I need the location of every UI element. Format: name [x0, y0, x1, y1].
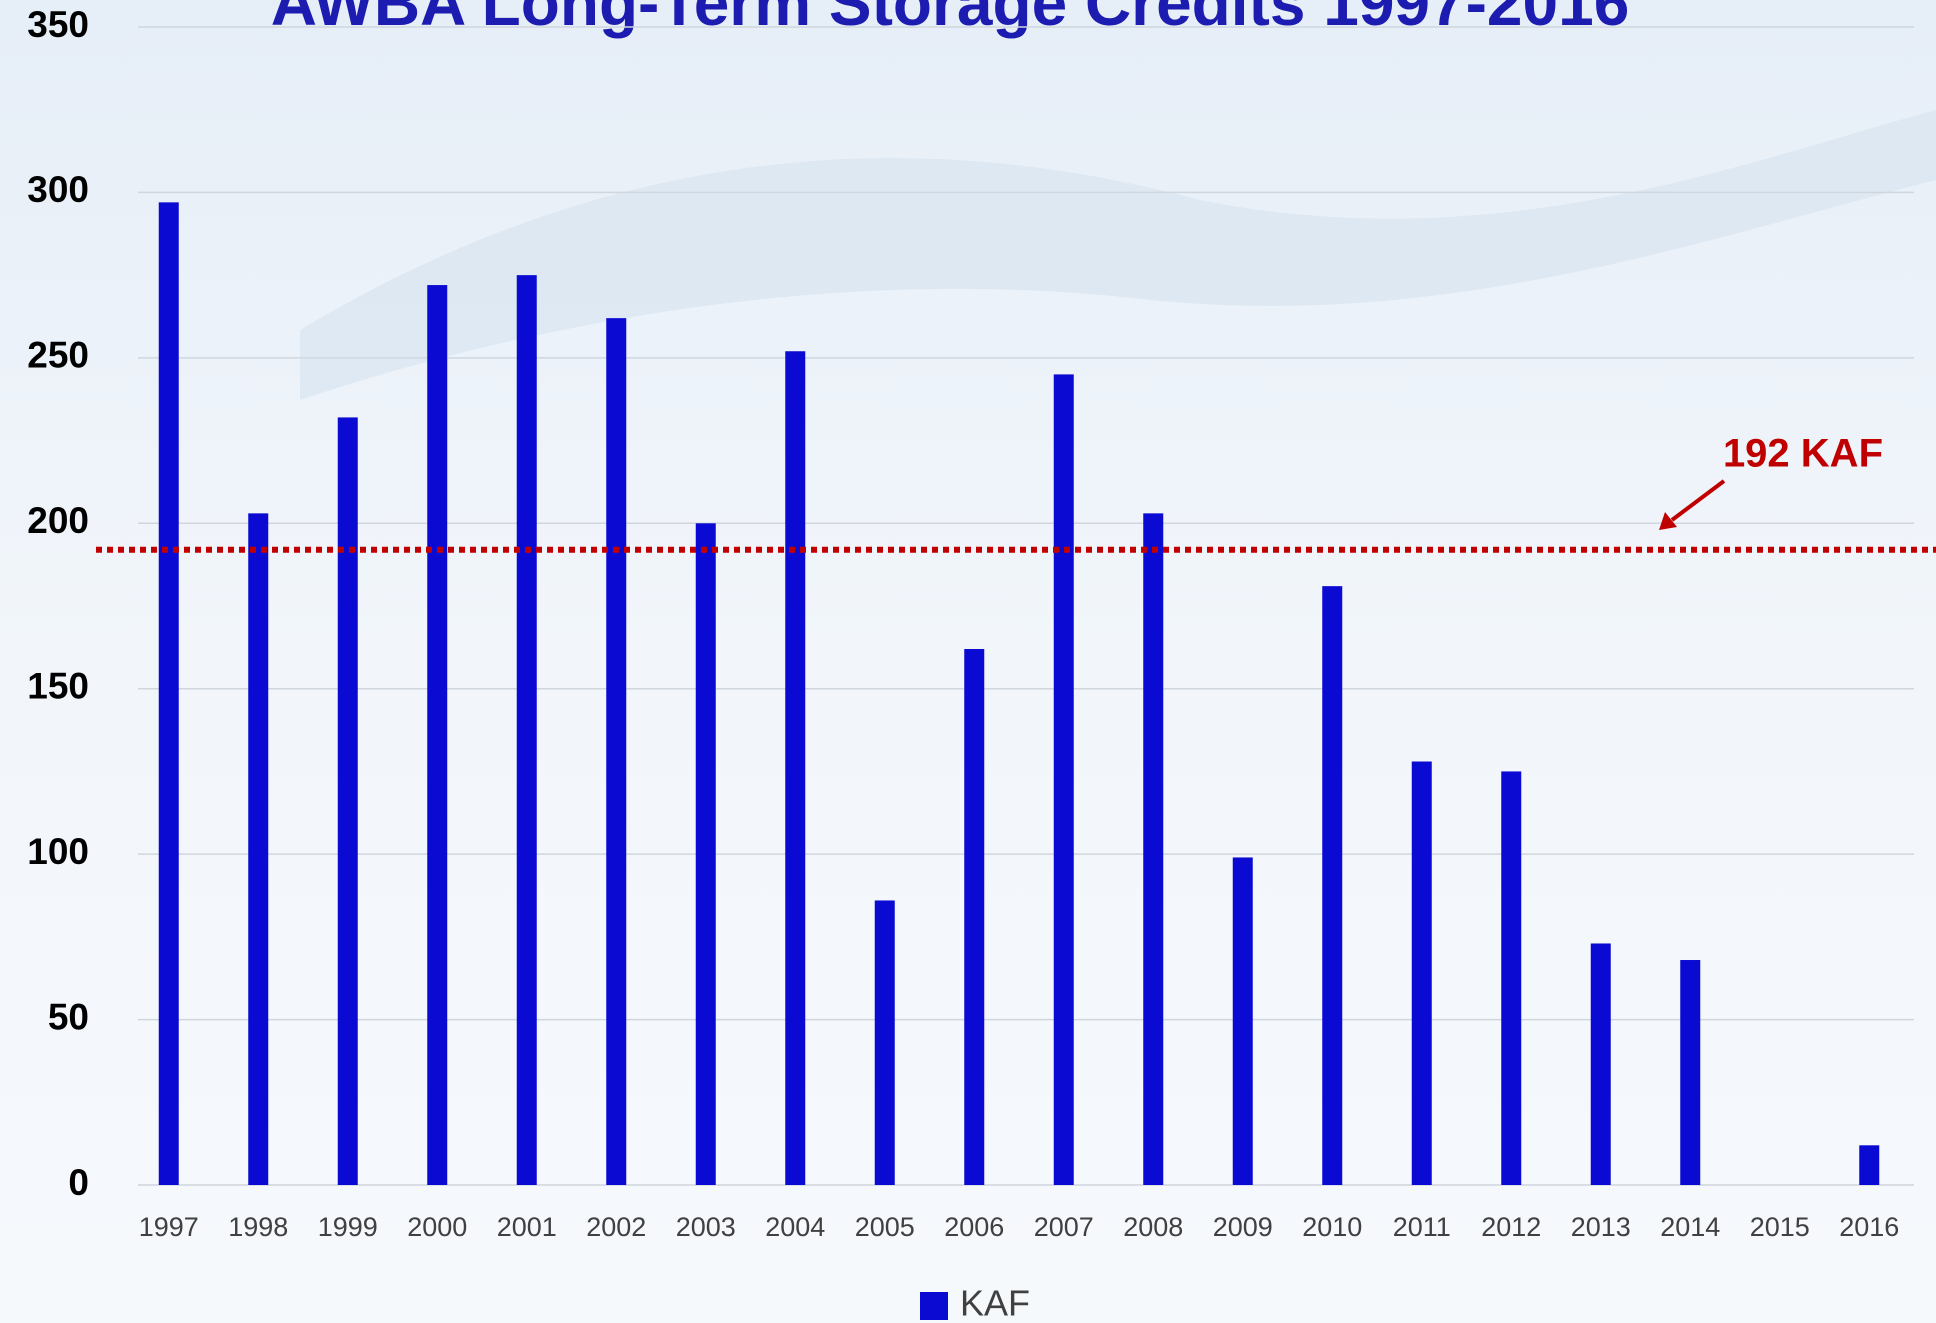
- x-tick-label: 2002: [586, 1212, 646, 1242]
- bar: [964, 649, 984, 1185]
- x-tick-label: 1999: [318, 1212, 378, 1242]
- x-tick-label: 2012: [1481, 1212, 1541, 1242]
- x-tick-label: 2008: [1123, 1212, 1183, 1242]
- bar: [875, 900, 895, 1185]
- y-tick-label: 0: [68, 1162, 89, 1203]
- bar: [1501, 771, 1521, 1185]
- bar: [1322, 586, 1342, 1185]
- y-tick-label: 50: [48, 996, 89, 1037]
- bar: [1859, 1145, 1879, 1185]
- bar: [1054, 374, 1074, 1185]
- bar: [248, 513, 268, 1185]
- x-tick-label: 2016: [1839, 1212, 1899, 1242]
- x-tick-label: 2013: [1571, 1212, 1631, 1242]
- legend-swatch: [920, 1292, 948, 1320]
- legend-label: KAF: [960, 1283, 1030, 1323]
- bar: [1412, 762, 1432, 1185]
- y-tick-label: 250: [27, 335, 89, 376]
- bar: [338, 417, 358, 1185]
- x-tick-label: 2009: [1213, 1212, 1273, 1242]
- x-tick-label: 1997: [139, 1212, 199, 1242]
- y-tick-label: 150: [27, 665, 89, 706]
- bar: [1680, 960, 1700, 1185]
- y-tick-label: 350: [27, 4, 89, 45]
- x-tick-label: 2011: [1393, 1212, 1451, 1242]
- x-tick-label: 2006: [944, 1212, 1004, 1242]
- reference-label: 192 KAF: [1723, 432, 1883, 476]
- bar: [517, 275, 537, 1185]
- x-tick-label: 2014: [1660, 1212, 1720, 1242]
- y-tick-label: 100: [27, 831, 89, 872]
- x-tick-label: 2007: [1034, 1212, 1094, 1242]
- bar: [1143, 513, 1163, 1185]
- bar: [606, 318, 626, 1185]
- x-tick-label: 2000: [407, 1212, 467, 1242]
- bar: [159, 202, 179, 1185]
- x-tick-label: 2010: [1302, 1212, 1362, 1242]
- x-tick-label: 2004: [765, 1212, 825, 1242]
- bar: [427, 285, 447, 1185]
- bar: [696, 523, 716, 1185]
- chart: AWBA Long-Term Storage Credits 1997-2016…: [0, 0, 1936, 1323]
- x-tick-label: 2015: [1750, 1212, 1810, 1242]
- x-tick-label: 2001: [497, 1212, 557, 1242]
- x-tick-label: 1998: [228, 1212, 288, 1242]
- x-tick-label: 2003: [676, 1212, 736, 1242]
- bar: [785, 351, 805, 1185]
- y-tick-label: 200: [27, 500, 89, 541]
- x-tick-label: 2005: [855, 1212, 915, 1242]
- y-tick-label: 300: [27, 169, 89, 210]
- bar: [1233, 857, 1253, 1185]
- chart-title: AWBA Long-Term Storage Credits 1997-2016: [271, 0, 1630, 39]
- bar: [1591, 943, 1611, 1185]
